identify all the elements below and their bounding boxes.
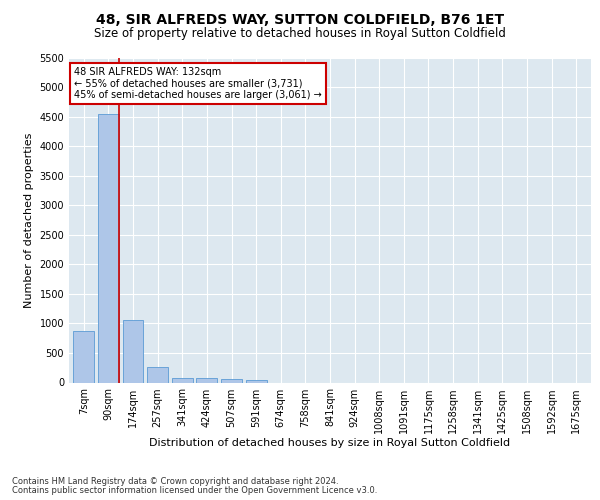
Bar [172,378,193,382]
Text: Contains public sector information licensed under the Open Government Licence v3: Contains public sector information licen… [12,486,377,495]
Bar [98,114,119,382]
Text: 48 SIR ALFREDS WAY: 132sqm
← 55% of detached houses are smaller (3,731)
45% of s: 48 SIR ALFREDS WAY: 132sqm ← 55% of deta… [74,67,322,100]
Bar [245,380,266,382]
Text: Contains HM Land Registry data © Crown copyright and database right 2024.: Contains HM Land Registry data © Crown c… [12,477,338,486]
Bar [196,378,217,382]
Bar [147,366,168,382]
Bar [122,320,143,382]
X-axis label: Distribution of detached houses by size in Royal Sutton Coldfield: Distribution of detached houses by size … [149,438,511,448]
Bar [73,330,94,382]
Bar [221,379,242,382]
Y-axis label: Number of detached properties: Number of detached properties [24,132,34,308]
Text: 48, SIR ALFREDS WAY, SUTTON COLDFIELD, B76 1ET: 48, SIR ALFREDS WAY, SUTTON COLDFIELD, B… [96,12,504,26]
Text: Size of property relative to detached houses in Royal Sutton Coldfield: Size of property relative to detached ho… [94,28,506,40]
